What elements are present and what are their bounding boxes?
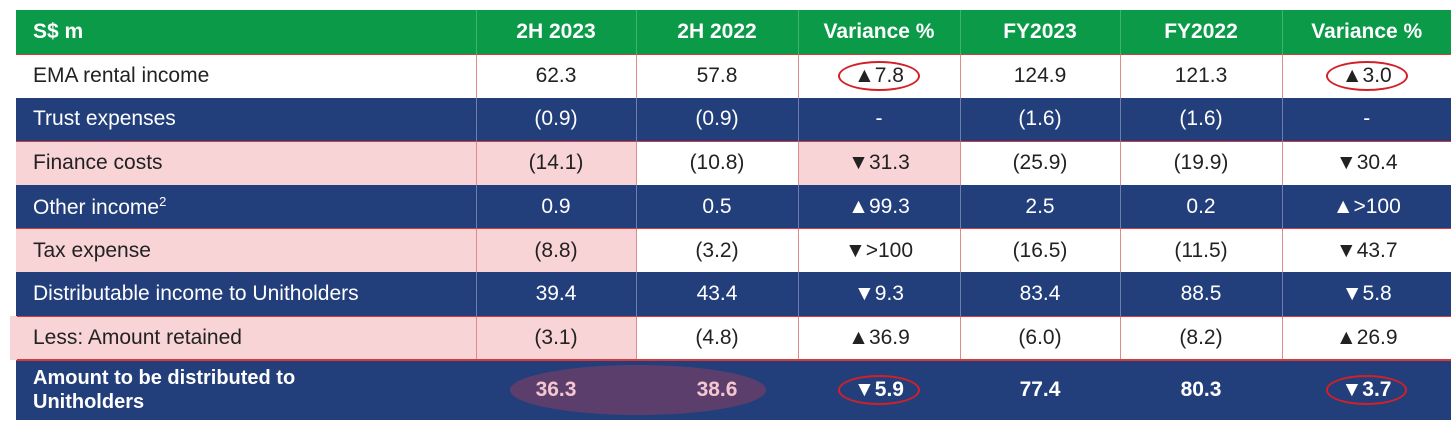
row-label-line1: Amount to be distributed to xyxy=(33,367,296,390)
table-row-trust-expenses: Trust expenses (0.9) (0.9) - (1.6) (1.6)… xyxy=(16,97,1451,142)
cell: ▲26.9 xyxy=(1281,315,1451,360)
cell: (3.2) xyxy=(635,228,798,273)
cell: 0.9 xyxy=(475,185,636,229)
table-row-ema-rental-income: EMA rental income 62.3 57.8 ▲7.8 124.9 1… xyxy=(16,53,1451,98)
cell: 2.5 xyxy=(959,185,1120,229)
cell: 80.3 xyxy=(1180,378,1222,402)
cell: ▼5.9 xyxy=(798,360,960,420)
table-row-amount-retained: Less: Amount retained (3.1) (4.8) ▲36.9 … xyxy=(16,315,1451,360)
table-row-distributable-income: Distributable income to Unitholders 39.4… xyxy=(16,272,1451,317)
cell-2h-2022: 38.6 xyxy=(696,378,738,402)
cell: ▼30.4 xyxy=(1281,140,1451,186)
cell: (1.6) xyxy=(1119,97,1282,142)
circled-value: ▲7.8 xyxy=(838,61,920,92)
cell-2h-2023: 36.3 xyxy=(535,378,577,402)
cell: ▲7.8 xyxy=(797,53,960,98)
circled-value: ▼3.7 xyxy=(1325,375,1408,406)
cell: ▲36.9 xyxy=(797,315,960,360)
cell: (8.8) xyxy=(475,228,636,273)
cell: ▼31.3 xyxy=(797,140,960,186)
cell: 83.4 xyxy=(959,272,1120,317)
row-label-line2: Unitholders xyxy=(33,391,145,414)
cell: 57.8 xyxy=(635,53,798,98)
cell: (0.9) xyxy=(635,97,798,142)
row-label: Amount to be distributed to Unitholders xyxy=(16,360,476,420)
row-label: Finance costs xyxy=(16,140,476,186)
cell: 0.2 xyxy=(1119,185,1282,229)
cell: (0.9) xyxy=(475,97,636,142)
cell: - xyxy=(1281,97,1451,142)
cell: - xyxy=(797,97,960,142)
cell: 62.3 xyxy=(475,53,636,98)
cell: 0.5 xyxy=(635,185,798,229)
cell: 121.3 xyxy=(1119,53,1282,98)
cell: (19.9) xyxy=(1119,140,1282,186)
cell: ▼9.3 xyxy=(797,272,960,317)
header-currency: S$ m xyxy=(33,19,84,43)
cell: (11.5) xyxy=(1119,228,1282,273)
cell: 39.4 xyxy=(475,272,636,317)
cell: ▲3.0 xyxy=(1281,53,1451,98)
row-label: Distributable income to Unitholders xyxy=(33,282,359,306)
row-label: EMA rental income xyxy=(16,53,476,98)
cell: ▼43.7 xyxy=(1281,228,1451,273)
row-label: Tax expense xyxy=(16,228,476,273)
cell: (14.1) xyxy=(475,140,636,186)
cell: (4.8) xyxy=(635,315,798,360)
row-label-text: Other income xyxy=(33,195,160,219)
table-row-amount-distributed: Amount to be distributed to Unitholders … xyxy=(16,359,1451,420)
cell: (25.9) xyxy=(959,140,1120,186)
header-2h-2023: 2H 2023 xyxy=(475,10,636,54)
cell: ▲99.3 xyxy=(797,185,960,229)
cell: 124.9 xyxy=(959,53,1120,98)
header-variance-fy: Variance % xyxy=(1281,10,1451,54)
header-variance-half: Variance % xyxy=(797,10,960,54)
cell: (16.5) xyxy=(959,228,1120,273)
row-label: Trust expenses xyxy=(33,107,176,131)
cell: 88.5 xyxy=(1119,272,1282,317)
row-label: Less: Amount retained xyxy=(16,315,476,360)
header-fy2022: FY2022 xyxy=(1119,10,1282,54)
cell: (1.6) xyxy=(959,97,1120,142)
cell: (10.8) xyxy=(635,140,798,186)
row-label: Other income2 xyxy=(16,185,476,229)
cell: 43.4 xyxy=(635,272,798,317)
cell: (6.0) xyxy=(959,315,1120,360)
table-row-tax-expense: Tax expense (8.8) (3.2) ▼>100 (16.5) (11… xyxy=(16,228,1451,273)
cell: ▼5.8 xyxy=(1281,272,1451,317)
cell: (8.2) xyxy=(1119,315,1282,360)
footnote-marker: 2 xyxy=(159,193,167,209)
header-2h-2022: 2H 2022 xyxy=(635,10,798,54)
cell: ▼3.7 xyxy=(1282,360,1451,420)
distribution-table-wrapper: S$ m 2H 2023 2H 2022 Variance % FY2023 F… xyxy=(16,10,1451,420)
cell: ▼>100 xyxy=(797,228,960,273)
table-row-finance-costs: Finance costs (14.1) (10.8) ▼31.3 (25.9)… xyxy=(16,140,1451,186)
table-row-other-income: Other income2 0.9 0.5 ▲99.3 2.5 0.2 ▲>10… xyxy=(16,185,1451,229)
highlight-oval xyxy=(510,365,766,416)
header-fy2023: FY2023 xyxy=(959,10,1120,54)
circled-value: ▲3.0 xyxy=(1325,61,1408,92)
table-header-row: S$ m 2H 2023 2H 2022 Variance % FY2023 F… xyxy=(16,10,1451,54)
row-highlight-extension xyxy=(10,316,17,360)
highlighted-half-year-cells: 36.3 38.6 xyxy=(476,360,798,420)
circled-value: ▼5.9 xyxy=(838,375,920,406)
cell: ▲>100 xyxy=(1281,185,1451,229)
cell: (3.1) xyxy=(475,315,636,360)
distribution-table: S$ m 2H 2023 2H 2022 Variance % FY2023 F… xyxy=(16,10,1451,420)
cell: 77.4 xyxy=(1019,378,1061,402)
